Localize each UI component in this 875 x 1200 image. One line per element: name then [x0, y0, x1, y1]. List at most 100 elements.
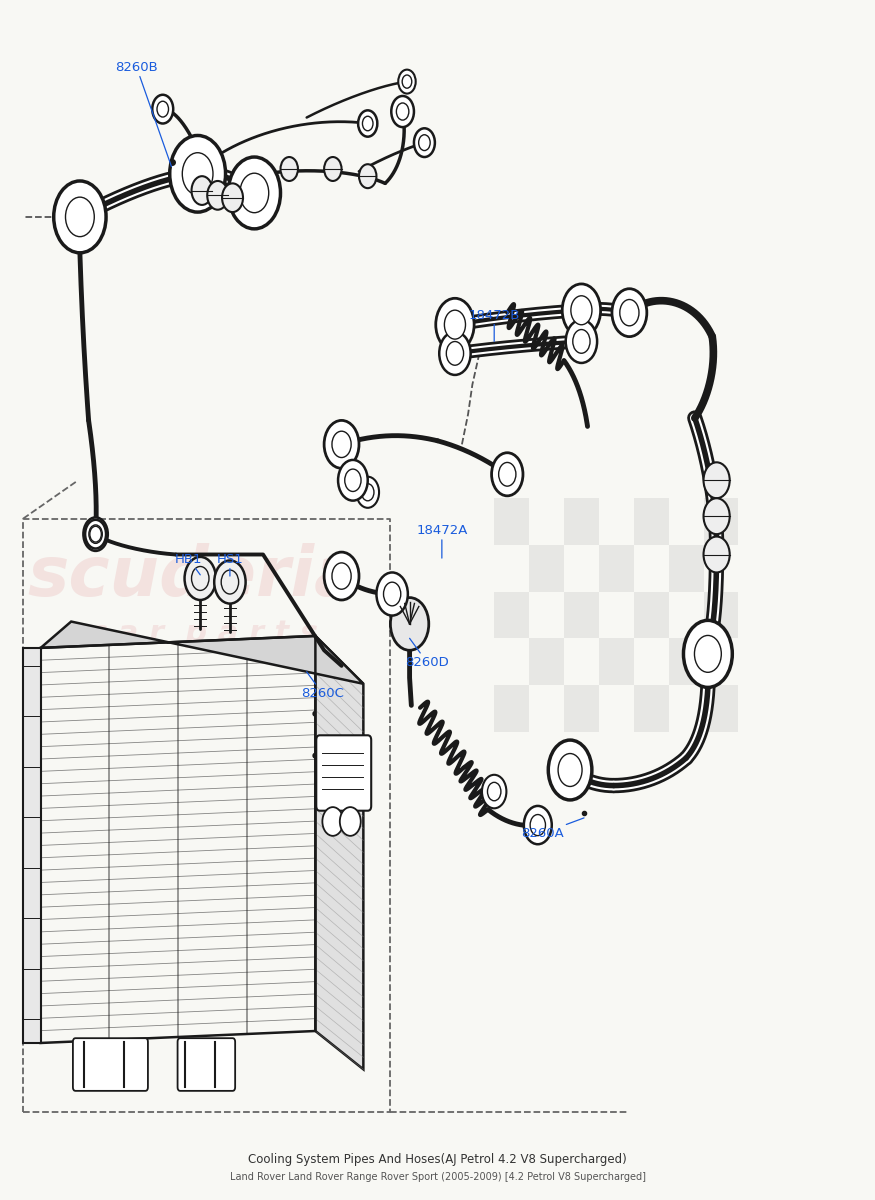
- Bar: [529, 638, 564, 685]
- Bar: [529, 545, 564, 592]
- Bar: [564, 592, 598, 638]
- Circle shape: [558, 754, 582, 786]
- Bar: [494, 592, 529, 638]
- Circle shape: [53, 181, 106, 253]
- Text: 18472B: 18472B: [468, 308, 520, 341]
- Bar: [634, 685, 668, 732]
- Text: 18472A: 18472A: [416, 524, 467, 558]
- Circle shape: [322, 808, 343, 836]
- Polygon shape: [24, 648, 40, 1043]
- Circle shape: [332, 431, 351, 457]
- Circle shape: [182, 152, 213, 194]
- Circle shape: [90, 527, 102, 542]
- Circle shape: [281, 157, 298, 181]
- Circle shape: [157, 101, 169, 118]
- Circle shape: [185, 557, 216, 600]
- Circle shape: [221, 570, 239, 594]
- Bar: [704, 498, 738, 545]
- Circle shape: [356, 476, 379, 508]
- Circle shape: [89, 524, 102, 544]
- Circle shape: [549, 740, 592, 800]
- Circle shape: [361, 484, 374, 500]
- Circle shape: [487, 782, 500, 800]
- Text: scuderia: scuderia: [27, 542, 361, 610]
- Circle shape: [566, 320, 597, 362]
- Circle shape: [390, 598, 429, 650]
- Bar: [668, 638, 704, 685]
- Bar: [494, 498, 529, 545]
- Circle shape: [704, 462, 730, 498]
- Circle shape: [228, 157, 281, 229]
- Circle shape: [214, 560, 246, 604]
- Text: 8260B: 8260B: [116, 61, 172, 167]
- Text: HB1: HB1: [175, 553, 203, 575]
- Text: 8260A: 8260A: [521, 818, 584, 840]
- Circle shape: [695, 636, 721, 672]
- Circle shape: [376, 572, 408, 616]
- Text: 8260D: 8260D: [405, 638, 449, 668]
- Circle shape: [345, 469, 361, 492]
- Text: 8260C: 8260C: [301, 672, 344, 700]
- Circle shape: [492, 452, 523, 496]
- Bar: [634, 498, 668, 545]
- Bar: [668, 545, 704, 592]
- Circle shape: [482, 775, 507, 809]
- FancyBboxPatch shape: [73, 1038, 148, 1091]
- Circle shape: [383, 582, 401, 606]
- Circle shape: [324, 157, 341, 181]
- Circle shape: [240, 173, 269, 212]
- Circle shape: [362, 116, 373, 131]
- Circle shape: [418, 134, 430, 150]
- Circle shape: [396, 103, 409, 120]
- Circle shape: [683, 620, 732, 688]
- Circle shape: [524, 806, 552, 845]
- Circle shape: [573, 330, 590, 353]
- FancyBboxPatch shape: [316, 736, 371, 811]
- Circle shape: [620, 300, 639, 326]
- Circle shape: [439, 332, 471, 374]
- Circle shape: [391, 96, 414, 127]
- Bar: [704, 685, 738, 732]
- Circle shape: [446, 342, 464, 365]
- FancyBboxPatch shape: [178, 1038, 235, 1091]
- Circle shape: [444, 310, 466, 340]
- Circle shape: [530, 815, 545, 835]
- Circle shape: [207, 181, 228, 210]
- Bar: [704, 592, 738, 638]
- Text: c a r  p a r t s: c a r p a r t s: [88, 619, 318, 648]
- Text: HS1: HS1: [216, 553, 243, 576]
- Circle shape: [359, 164, 376, 188]
- Circle shape: [192, 176, 213, 205]
- Circle shape: [414, 128, 435, 157]
- Bar: [564, 685, 598, 732]
- Polygon shape: [315, 636, 363, 1069]
- Circle shape: [324, 552, 359, 600]
- Circle shape: [402, 76, 412, 88]
- Circle shape: [563, 284, 600, 337]
- Polygon shape: [40, 622, 363, 684]
- Circle shape: [66, 197, 94, 236]
- Circle shape: [398, 70, 416, 94]
- Circle shape: [170, 136, 226, 212]
- Circle shape: [436, 299, 474, 350]
- Circle shape: [704, 536, 730, 572]
- Text: Cooling System Pipes And Hoses(AJ Petrol 4.2 V8 Supercharged): Cooling System Pipes And Hoses(AJ Petrol…: [248, 1153, 626, 1165]
- Circle shape: [358, 110, 377, 137]
- Circle shape: [340, 808, 360, 836]
- Circle shape: [222, 184, 243, 212]
- Bar: [598, 638, 633, 685]
- Circle shape: [85, 520, 106, 548]
- Circle shape: [704, 498, 730, 534]
- Circle shape: [612, 289, 647, 337]
- Bar: [634, 592, 668, 638]
- Bar: [564, 498, 598, 545]
- Circle shape: [499, 462, 516, 486]
- Circle shape: [324, 420, 359, 468]
- Circle shape: [192, 566, 209, 590]
- Circle shape: [83, 517, 108, 551]
- Circle shape: [332, 563, 351, 589]
- Circle shape: [152, 95, 173, 124]
- Bar: [598, 545, 633, 592]
- Bar: [494, 685, 529, 732]
- Circle shape: [338, 460, 368, 500]
